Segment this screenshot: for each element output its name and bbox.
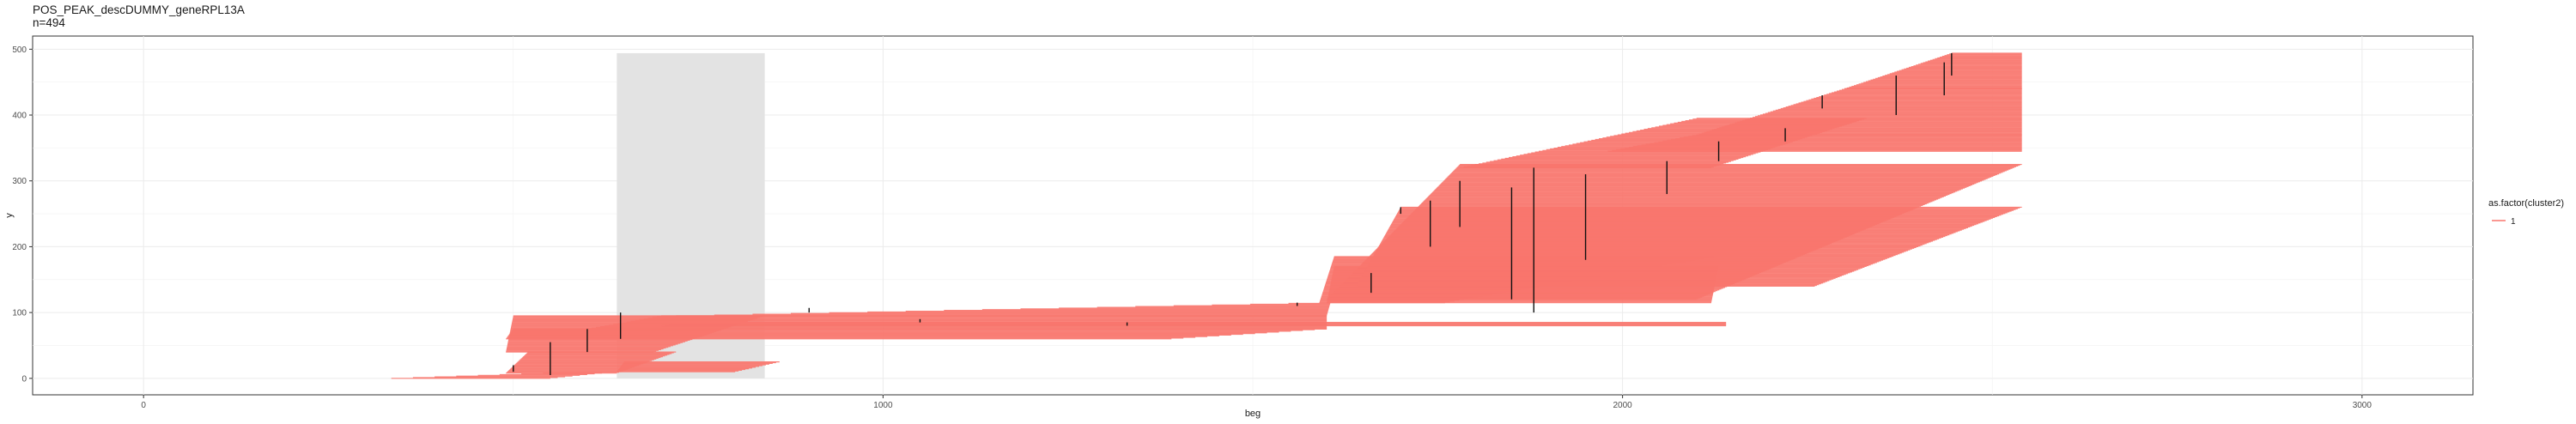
- legend-title: as.factor(cluster2): [2488, 198, 2564, 209]
- legend-label: 1: [2511, 217, 2516, 227]
- grid-lines: [33, 36, 2473, 395]
- x-tick-label: 3000: [2353, 401, 2372, 410]
- y-tick-label: 0: [21, 374, 27, 384]
- x-axis-title: beg: [1245, 409, 1261, 419]
- y-tick-label: 200: [12, 243, 27, 252]
- y-axis-title: y: [4, 213, 15, 218]
- x-tick-label: 0: [141, 401, 146, 410]
- y-tick-label: 300: [12, 177, 27, 186]
- axes-layer: 0 1000 2000 3000 0 100 200 300 400 500: [12, 45, 2372, 410]
- y-tick-label: 500: [12, 45, 27, 55]
- legend: as.factor(cluster2) 1: [2488, 198, 2564, 227]
- x-tick-label: 2000: [1613, 401, 1632, 410]
- x-tick-label: 1000: [873, 401, 893, 410]
- y-tick-label: 100: [12, 309, 27, 318]
- title-block: POS_PEAK_descDUMMY_geneRPL13A n=494: [33, 3, 245, 29]
- y-tick-label: 400: [12, 112, 27, 121]
- chart-title: POS_PEAK_descDUMMY_geneRPL13A: [33, 3, 245, 16]
- peak-marks-layer: [513, 52, 1953, 375]
- chart-subtitle: n=494: [33, 16, 65, 29]
